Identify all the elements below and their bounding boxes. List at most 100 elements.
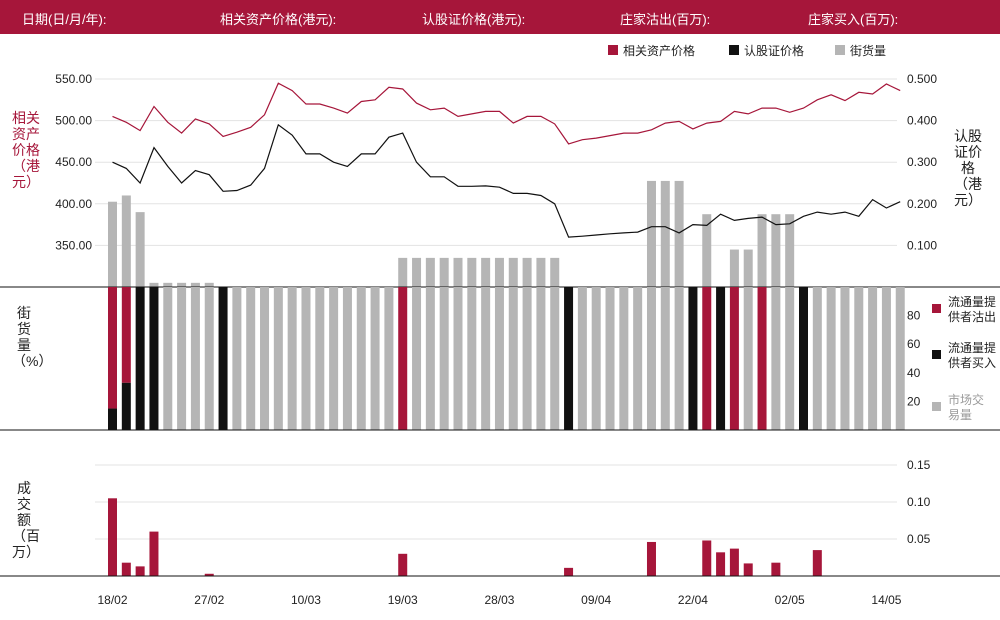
legend-swatch — [729, 45, 739, 55]
turnover-bar — [149, 531, 159, 576]
holdings-bar — [522, 287, 532, 430]
right-tick-label: 0.500 — [907, 72, 937, 86]
holdings-bar — [729, 287, 739, 430]
holdings-bar — [688, 287, 698, 430]
holdings-bar — [467, 287, 477, 430]
legend-label: 认股证价格 — [744, 43, 804, 58]
outstanding-bar — [702, 214, 712, 287]
outstanding-bar — [550, 257, 560, 287]
holdings-bar — [716, 287, 726, 430]
holdings-bar — [508, 287, 518, 430]
holdings-bar — [453, 287, 463, 430]
outstanding-bar — [481, 257, 491, 287]
holdings-bar — [840, 287, 850, 430]
warrant-price-line — [112, 123, 901, 238]
outstanding-bar — [177, 282, 187, 287]
left-tick-label: 500.00 — [55, 114, 92, 128]
turnover-tick-label: 0.10 — [907, 495, 931, 509]
outstanding-bar — [412, 257, 422, 287]
holdings-legend-label: 流通量提供者买入 — [948, 340, 996, 370]
outstanding-bar — [522, 257, 532, 287]
turnover-bar — [121, 562, 131, 576]
turnover-bar — [729, 548, 739, 576]
x-tick-label: 19/03 — [388, 593, 418, 607]
outstanding-bar — [508, 257, 518, 287]
holdings-bar — [536, 287, 546, 430]
holdings-bar — [301, 287, 311, 430]
turnover-bar — [135, 566, 145, 576]
right-tick-label: 0.200 — [907, 197, 937, 211]
holdings-bar — [564, 287, 574, 430]
turnover-bar — [716, 552, 726, 576]
header-date: 日期(日/月/年): — [22, 12, 107, 27]
right-tick-label: 0.400 — [907, 114, 937, 128]
turnover-tick-label: 0.05 — [907, 532, 931, 546]
holdings-tick-label: 80 — [907, 309, 921, 323]
x-tick-label: 27/02 — [194, 593, 224, 607]
header-bar: 日期(日/月/年): 相关资产价格(港元): 认股证价格(港元): 庄家沽出(百… — [0, 0, 1000, 34]
holdings-legend-label: 市场交易量 — [948, 392, 984, 422]
holdings-bar — [743, 287, 753, 430]
holdings-bar — [190, 287, 200, 430]
turnover-axis-label: 成交额（百万） — [12, 480, 40, 560]
holdings-bar — [550, 287, 560, 430]
holdings-bar — [799, 287, 808, 430]
holdings-bar — [398, 287, 408, 430]
holdings-bar — [439, 287, 449, 430]
turnover-bar — [743, 563, 753, 576]
holdings-bar — [702, 287, 712, 430]
outstanding-bar — [467, 257, 477, 287]
turnover-bar — [702, 540, 712, 576]
holdings-bar — [412, 287, 422, 430]
legend-label: 相关资产价格 — [623, 43, 695, 58]
outstanding-bar — [536, 257, 546, 287]
holdings-bar — [660, 287, 670, 430]
holdings-tick-label: 40 — [907, 366, 921, 380]
holdings-legend-swatch — [932, 402, 941, 411]
outstanding-bar — [674, 180, 684, 287]
holdings-bar — [895, 287, 905, 430]
turnover-bar — [812, 550, 822, 576]
outstanding-bar — [785, 214, 795, 287]
holdings-bar — [812, 287, 822, 430]
holdings-bar — [121, 382, 131, 430]
right-tick-label: 0.300 — [907, 155, 937, 169]
outstanding-bar — [453, 257, 463, 287]
holdings-bar — [494, 287, 504, 430]
outstanding-bar — [439, 257, 449, 287]
holdings-bar — [204, 287, 214, 430]
holdings-legend-swatch — [932, 350, 941, 359]
outstanding-bar — [149, 282, 159, 287]
x-tick-label: 22/04 — [678, 593, 708, 607]
legend-swatch — [608, 45, 618, 55]
outstanding-bar — [729, 249, 739, 287]
holdings-bar — [881, 287, 891, 430]
holdings-bar — [826, 287, 836, 430]
header-sell: 庄家沽出(百万): — [620, 12, 711, 27]
holdings-bar — [232, 287, 242, 430]
turnover-bar — [646, 541, 656, 576]
holdings-bar — [370, 287, 380, 430]
holdings-legend-label: 流通量提供者沽出 — [948, 294, 996, 324]
outstanding-bar — [190, 282, 200, 287]
holdings-bar — [619, 287, 629, 430]
holdings-bar — [605, 287, 615, 430]
outstanding-bar — [771, 214, 781, 287]
holdings-bar — [771, 287, 781, 430]
turnover-bar — [204, 573, 214, 576]
outstanding-bar — [108, 201, 117, 287]
outstanding-bar — [204, 282, 214, 287]
holdings-bar — [163, 287, 173, 430]
outstanding-bar — [660, 180, 670, 287]
holdings-bar — [646, 287, 656, 430]
holdings-bar — [121, 287, 131, 383]
header-warrant: 认股证价格(港元): — [422, 12, 526, 27]
legend-label: 街货量 — [850, 43, 886, 58]
outstanding-bar — [398, 257, 408, 287]
x-tick-label: 18/02 — [97, 593, 127, 607]
turnover-bar — [398, 553, 408, 576]
holdings-bar — [384, 287, 394, 430]
holdings-axis-label: 街货量（%） — [12, 305, 53, 369]
holdings-tick-label: 60 — [907, 337, 921, 351]
